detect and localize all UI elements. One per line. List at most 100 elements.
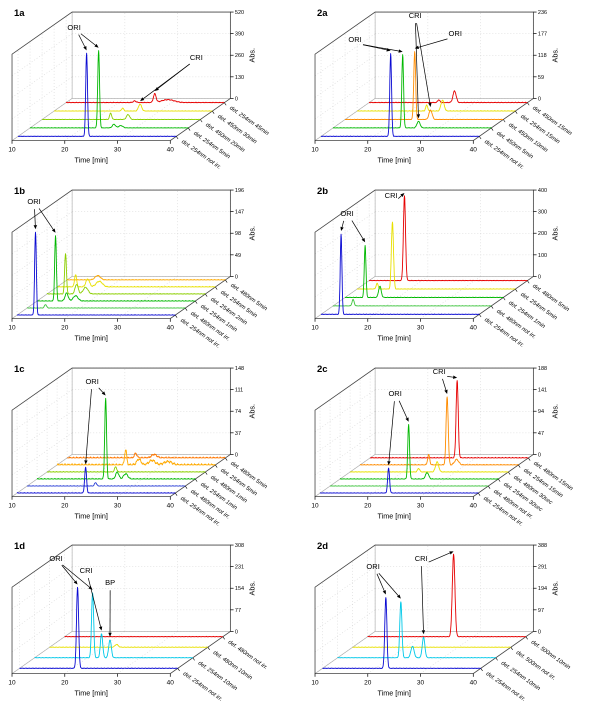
grid-leftwall-line [11,388,73,432]
grid-leftwall-line [314,410,375,454]
annotation-arrow [85,388,92,460]
trace-2c-2 [339,423,499,479]
depth-tick [205,293,208,297]
x-tick-label: 30 [416,324,424,331]
trace-1b-2 [36,234,196,302]
grid-leftwall-line [11,232,73,276]
annotation-arrowhead [443,389,448,394]
time-axis-title: Time [min] [377,333,410,342]
trace-1c-2 [36,397,196,479]
chromatogram-plot-2a: 10 20 30 40 Time [min] 0 59 118 177 236 Abs. det. 4… [311,8,572,171]
trace-2a-4 [368,90,528,104]
x-tick-label: 40 [167,502,175,509]
panel-label: 2d [317,541,328,552]
trace-label: det. 254nm 45min [228,105,269,137]
annotation-arrow [78,34,86,47]
depth-tick [177,668,180,672]
annotation-arrowhead [33,224,38,229]
x-tick-label: 40 [469,324,477,331]
abs-tick-label: 188 [537,366,546,372]
abs-axis-title: Abs. [247,403,256,417]
annotation-arrowhead [427,102,432,107]
depth-tick [502,119,505,123]
x-tick-label: 10 [8,324,16,331]
abs-tick-label: 74 [235,409,241,415]
annotation-arrowhead [98,626,103,631]
abs-tick-label: 0 [537,452,540,458]
grid-leftwall-line [11,211,73,254]
annotation-arrow [388,400,395,461]
annotation-arrow [80,33,96,46]
grid-depth-line [64,275,126,319]
depth-tick [517,464,520,468]
depth-tick [487,485,490,489]
abs-tick-label: 130 [235,75,244,81]
depth-tick [526,280,529,284]
annotation-arrowhead [51,228,56,233]
panel-label: 2a [317,8,328,19]
abs-tick-label: 98 [235,231,241,237]
axes-frame [314,544,534,675]
grid-leftwall-line [314,609,375,653]
annotation-arrow [415,22,430,104]
abs-tick-label: 100 [537,253,546,259]
annotation-arrowhead [73,580,78,585]
time-axis-title: Time [min] [74,689,107,698]
x-tick-label: 20 [61,502,69,509]
depth-tick [207,647,210,651]
time-axis-title: Time [min] [74,511,107,520]
time-axis-title: Time [min] [377,689,410,698]
depth-tick [514,288,517,292]
panel-1d: 10 20 30 40 Time [min] 0 77 154 231 308 Abs. det. 4… [0,533,303,711]
annotation-arrowhead [94,43,99,48]
trace-1b-0 [16,231,176,316]
trace-2c-4 [359,396,519,465]
annotation-label-ori: ORI [85,377,98,386]
annotation-arrow [341,220,344,227]
depth-tick [507,471,510,475]
abs-axis-title: Abs. [247,581,256,595]
grid-depth-line [367,631,428,675]
depth-tick [525,636,528,640]
time-axis-title: Time [min] [74,333,107,342]
x-tick-label: 40 [167,680,175,687]
abs-tick-label: 308 [235,543,244,549]
x-tick-label: 20 [61,680,69,687]
abs-tick-label: 97 [537,608,543,614]
depth-tick [185,485,188,489]
annotation-arrowhead [154,87,159,91]
annotation-arrowhead [140,97,145,102]
depth-tick [490,305,493,309]
x-tick-label: 20 [61,324,69,331]
abs-tick-label: 118 [537,53,546,59]
grid-depth-line [419,453,481,497]
x-tick-label: 30 [114,147,122,154]
depth-tick [225,457,228,461]
abs-axis-title: Abs. [550,226,559,240]
x-tick-label: 10 [8,680,16,687]
grid-leftwall-line [11,432,73,475]
x-tick-label: 20 [364,324,372,331]
abs-tick-label: 59 [537,75,543,81]
annotation-arrowhead [108,633,112,638]
grid-leftwall-line [314,388,375,432]
annotation-arrow [397,195,402,199]
annotation-arrow [38,208,54,230]
annotation-arrow [441,378,446,390]
trace-1a-2 [41,112,201,120]
annotation-arrowhead [382,590,386,595]
depth-tick [212,110,215,114]
x-tick-label: 30 [416,502,424,509]
x-tick-label: 40 [167,324,175,331]
annotation-arrow [62,564,90,588]
annotation-arrowhead [421,630,425,635]
grid-leftwall-line [11,254,73,297]
axes-frame [314,11,534,141]
x-tick-label: 40 [469,502,477,509]
abs-tick-label: 177 [537,32,546,38]
